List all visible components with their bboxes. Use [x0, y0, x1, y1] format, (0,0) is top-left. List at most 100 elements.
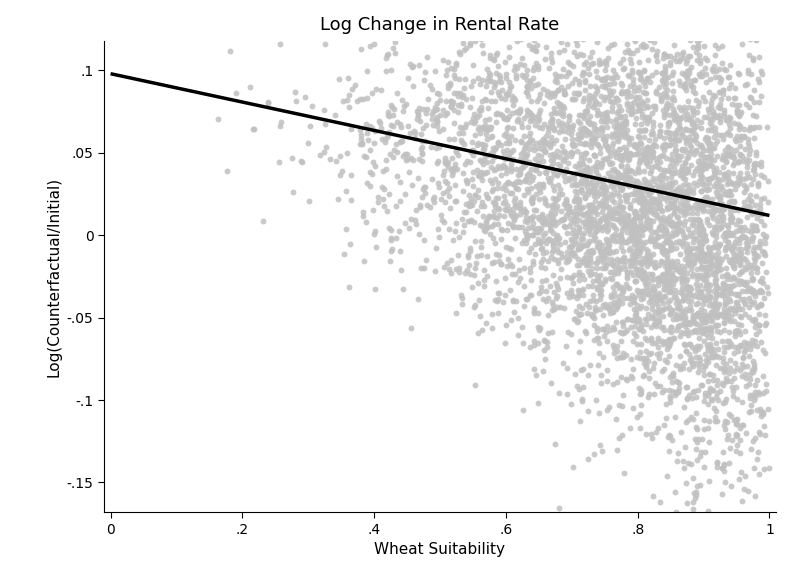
Point — [650, 428, 662, 437]
Point — [692, 16, 705, 26]
Point — [737, 175, 750, 184]
Point — [694, 248, 707, 257]
Point — [760, 379, 773, 389]
Point — [384, 149, 397, 158]
Point — [678, 358, 690, 367]
Point — [621, 16, 634, 26]
Point — [621, 92, 634, 101]
Point — [604, 40, 617, 49]
Point — [504, 159, 517, 169]
Point — [634, 237, 646, 246]
Point — [645, 285, 658, 294]
Point — [630, 212, 643, 221]
Point — [702, 399, 715, 409]
Point — [703, 322, 716, 331]
Point — [687, 257, 700, 267]
Point — [476, 96, 489, 105]
Point — [631, 193, 644, 203]
Point — [673, 102, 686, 111]
Point — [686, 498, 699, 507]
Point — [643, 254, 656, 264]
Point — [706, 385, 719, 394]
Point — [422, 94, 434, 103]
Point — [758, 233, 771, 242]
Point — [666, 221, 678, 230]
Point — [734, 234, 746, 243]
Point — [602, 92, 614, 101]
Point — [673, 155, 686, 165]
Point — [610, 152, 622, 161]
Point — [674, 113, 686, 123]
Point — [532, 399, 545, 408]
Point — [676, 283, 689, 293]
Point — [610, 353, 623, 363]
Point — [678, 307, 691, 317]
Point — [659, 79, 672, 88]
Point — [642, 367, 655, 376]
Point — [578, 149, 591, 158]
Point — [653, 318, 666, 327]
Point — [750, 329, 762, 339]
Point — [437, 55, 450, 65]
Point — [710, 243, 722, 252]
Point — [477, 159, 490, 169]
Point — [464, 102, 477, 112]
Point — [685, 296, 698, 306]
Point — [535, 180, 548, 189]
Point — [717, 398, 730, 407]
Point — [538, 219, 551, 229]
Point — [594, 110, 607, 119]
Point — [723, 255, 736, 264]
Point — [718, 478, 731, 487]
Point — [746, 16, 759, 26]
Point — [572, 110, 585, 119]
Point — [558, 221, 570, 230]
Point — [714, 309, 727, 318]
Point — [670, 189, 683, 198]
Point — [652, 274, 665, 283]
Point — [526, 214, 538, 223]
Point — [693, 220, 706, 229]
Point — [679, 190, 692, 199]
Point — [657, 304, 670, 314]
Point — [733, 101, 746, 110]
Point — [518, 61, 530, 70]
Point — [690, 164, 703, 173]
Point — [690, 208, 703, 217]
Point — [433, 232, 446, 242]
Point — [690, 146, 702, 155]
Point — [735, 420, 748, 429]
Point — [691, 204, 704, 213]
Point — [609, 166, 622, 176]
Point — [690, 264, 703, 274]
Point — [418, 235, 430, 244]
Point — [501, 114, 514, 123]
Point — [606, 247, 619, 257]
Point — [690, 138, 703, 147]
Point — [753, 320, 766, 329]
Point — [651, 198, 664, 208]
Point — [505, 315, 518, 324]
Point — [658, 247, 671, 256]
Point — [554, 125, 567, 134]
Point — [699, 199, 712, 208]
Point — [614, 144, 626, 154]
Point — [484, 230, 497, 239]
Point — [590, 225, 603, 235]
Point — [616, 55, 629, 64]
Point — [618, 165, 631, 175]
Point — [740, 243, 753, 253]
Point — [418, 183, 430, 192]
Point — [663, 178, 676, 187]
Point — [478, 265, 490, 274]
Point — [502, 52, 515, 62]
Point — [538, 140, 551, 150]
Point — [532, 117, 545, 126]
Point — [737, 362, 750, 371]
Point — [487, 83, 500, 92]
Point — [613, 400, 626, 410]
Point — [594, 74, 607, 84]
Point — [605, 189, 618, 198]
Point — [646, 121, 659, 130]
Point — [274, 40, 286, 49]
